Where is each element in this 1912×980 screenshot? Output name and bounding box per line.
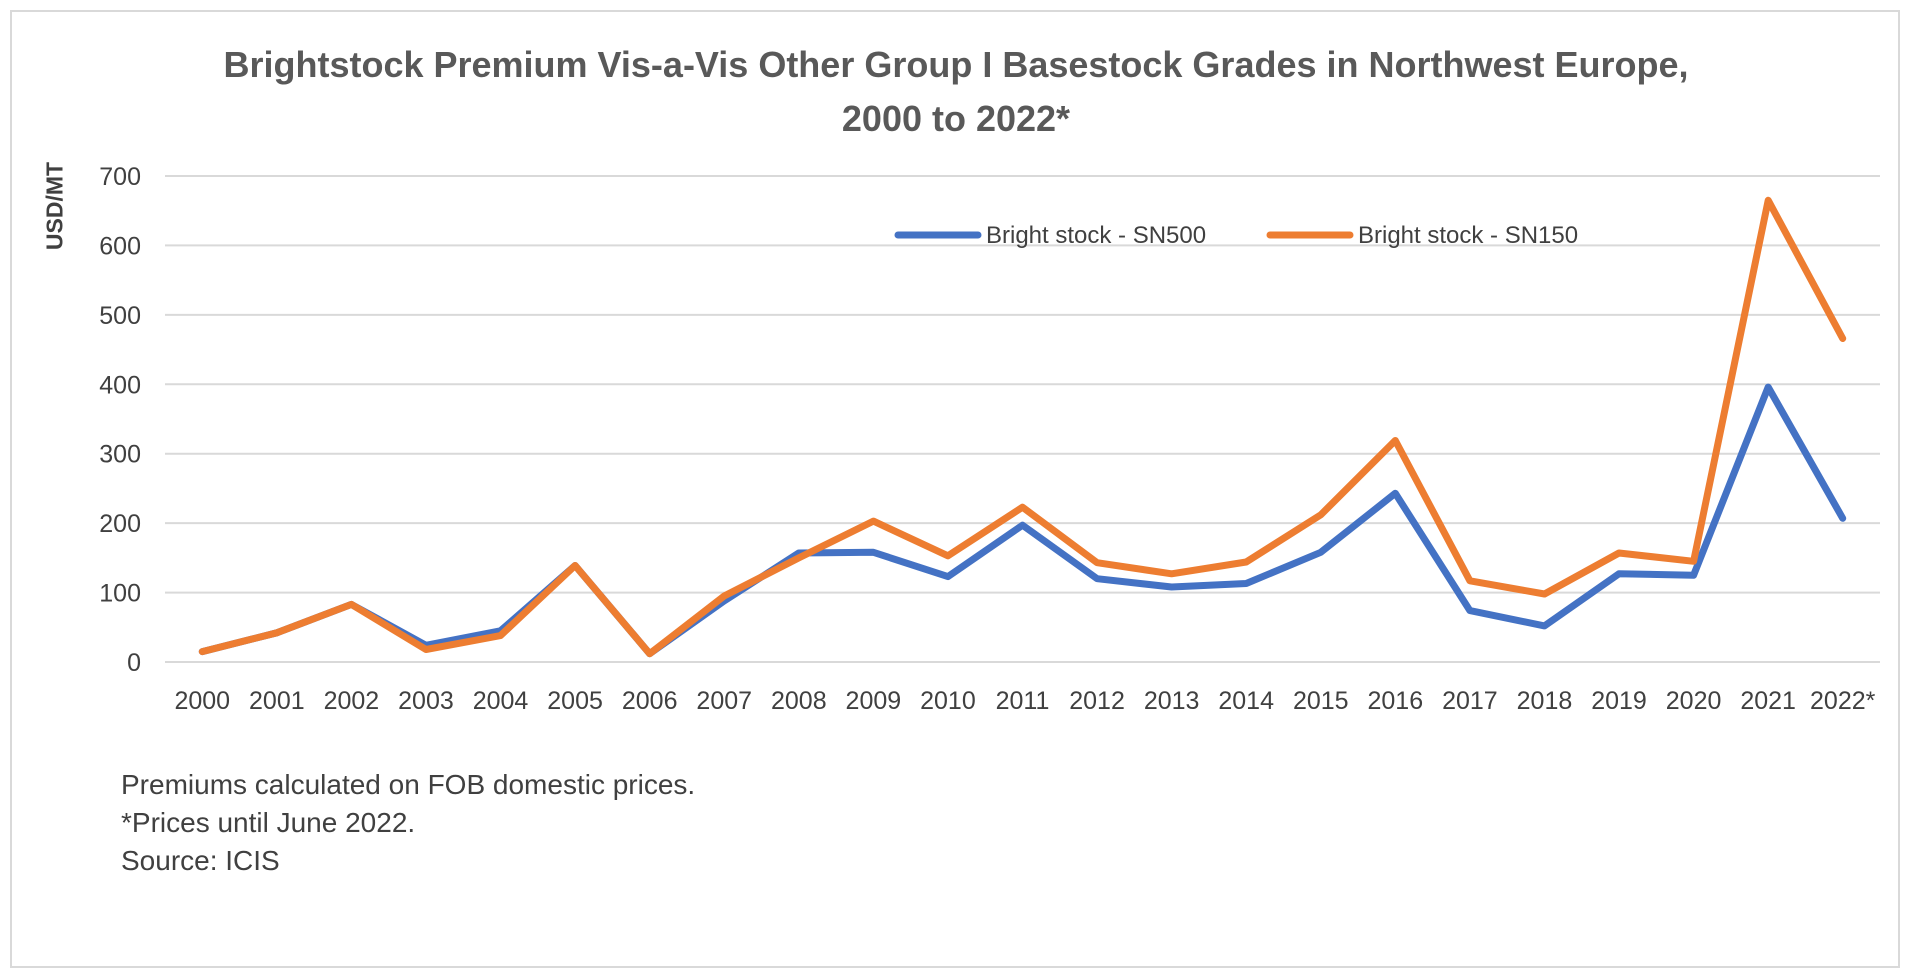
y-tick-label: 400 (99, 371, 141, 399)
series-line-1 (198, 196, 1847, 658)
x-tick-label: 2009 (846, 687, 902, 715)
legend-label: Bright stock - SN500 (986, 222, 1206, 249)
chart-notes: Premiums calculated on FOB domestic pric… (121, 766, 695, 880)
y-tick-label: 700 (99, 163, 141, 191)
x-tick-label: 2014 (1218, 687, 1274, 715)
note-prices: *Prices until June 2022. (121, 807, 416, 838)
x-tick-label: 2013 (1144, 687, 1200, 715)
chart-title: Brightstock Premium Vis-a-Vis Other Grou… (0, 38, 1912, 146)
x-tick-label: 2000 (174, 687, 230, 715)
x-tick-label: 2007 (696, 687, 752, 715)
x-tick-label: 2019 (1591, 687, 1647, 715)
legend: Bright stock - SN500 Bright stock - SN150 (894, 222, 1578, 249)
x-tick-label: 2020 (1666, 687, 1722, 715)
x-tick-label: 2002 (324, 687, 380, 715)
x-tick-label: 2004 (473, 687, 529, 715)
x-axis-ticks: 2000 2001 2002 2003 2004 2005 2006 2007 2008 2009… (174, 687, 1875, 715)
legend-label: Bright stock - SN150 (1358, 222, 1578, 249)
chart-frame (10, 10, 1900, 968)
series-lines (198, 196, 1847, 658)
x-tick-label: 2008 (771, 687, 827, 715)
x-tick-label: 2022* (1810, 687, 1876, 715)
x-tick-label: 2001 (249, 687, 305, 715)
y-tick-label: 200 (99, 510, 141, 538)
y-tick-label: 500 (99, 302, 141, 330)
x-tick-label: 2006 (622, 687, 678, 715)
note-premiums: Premiums calculated on FOB domestic pric… (121, 769, 696, 800)
x-tick-label: 2003 (398, 687, 454, 715)
chart-title-line-2: 2000 to 2022* (841, 98, 1071, 139)
y-tick-label: 100 (99, 580, 141, 608)
x-tick-label: 2005 (547, 687, 603, 715)
series-line-0 (198, 383, 1847, 658)
x-tick-label: 2010 (920, 687, 976, 715)
x-tick-label: 2017 (1442, 687, 1498, 715)
x-tick-label: 2011 (996, 687, 1050, 715)
y-axis-ticks: 0 100 200 300 400 500 600 700 (99, 163, 141, 677)
y-tick-label: 0 (127, 649, 141, 677)
note-source: Source: ICIS (121, 845, 280, 876)
y-tick-label: 300 (99, 441, 141, 469)
x-tick-label: 2021 (1740, 687, 1796, 715)
x-tick-label: 2012 (1069, 687, 1125, 715)
x-tick-label: 2016 (1368, 687, 1424, 715)
x-tick-label: 2018 (1517, 687, 1573, 715)
chart-title-line-1: Brightstock Premium Vis-a-Vis Other Grou… (223, 44, 1689, 85)
y-tick-label: 600 (99, 232, 141, 260)
x-tick-label: 2015 (1293, 687, 1349, 715)
